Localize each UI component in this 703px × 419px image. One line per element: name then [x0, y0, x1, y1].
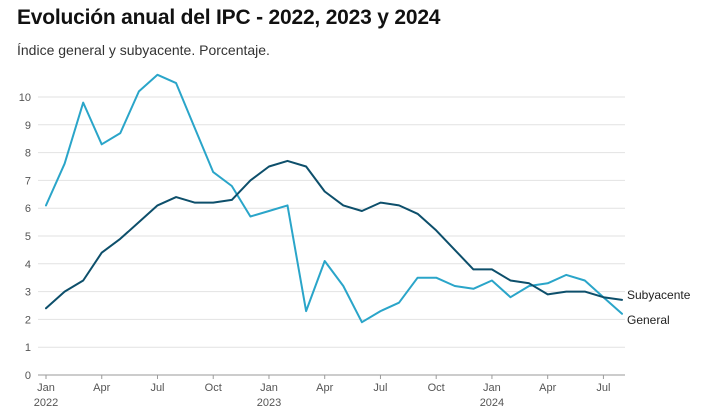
x-tick-label: Jan [37, 382, 55, 394]
x-year-label: 2022 [34, 397, 58, 409]
series-line-general [45, 73, 623, 324]
series-lines [45, 73, 623, 324]
x-year-label: 2023 [257, 397, 281, 409]
x-axis: Jan 2022 Apr Jul Oct Jan 2023 Apr Jul Oct Jan 2024 A… [34, 375, 610, 409]
y-tick-label: 4 [25, 259, 31, 271]
chart-title: Evolución anual del IPC - 2022, 2023 y 2… [17, 6, 441, 29]
x-tick-label: Jul [373, 382, 387, 394]
y-tick-label: 7 [25, 175, 31, 187]
x-tick-label: Jul [150, 382, 164, 394]
y-tick-label: 10 [19, 92, 31, 104]
y-tick-label: 1 [25, 342, 31, 354]
x-tick-label: Apr [539, 382, 556, 394]
y-tick-label: 3 [25, 287, 31, 299]
series-label-general: General [627, 313, 670, 327]
x-tick-label: Apr [93, 382, 110, 394]
y-tick-label: 0 [25, 370, 31, 382]
chart-subtitle: Índice general y subyacente. Porcentaje. [17, 42, 270, 58]
y-tick-label: 5 [25, 231, 31, 243]
x-tick-label: Jan [483, 382, 501, 394]
x-tick-label: Jan [260, 382, 278, 394]
y-axis: 0 1 2 3 4 5 6 7 8 9 10 [19, 92, 31, 382]
x-tick-label: Jul [596, 382, 610, 394]
y-tick-label: 8 [25, 148, 31, 160]
series-labels: General Subyacente [627, 288, 691, 327]
x-year-label: 2024 [480, 397, 504, 409]
x-tick-label: Oct [428, 382, 445, 394]
y-tick-label: 6 [25, 203, 31, 215]
series-label-subyacente: Subyacente [627, 288, 691, 302]
series-line-subyacente [45, 159, 623, 310]
x-tick-label: Apr [316, 382, 333, 394]
grid-lines [38, 96, 625, 376]
y-tick-label: 2 [25, 314, 31, 326]
y-tick-label: 9 [25, 120, 31, 132]
x-tick-label: Oct [205, 382, 222, 394]
